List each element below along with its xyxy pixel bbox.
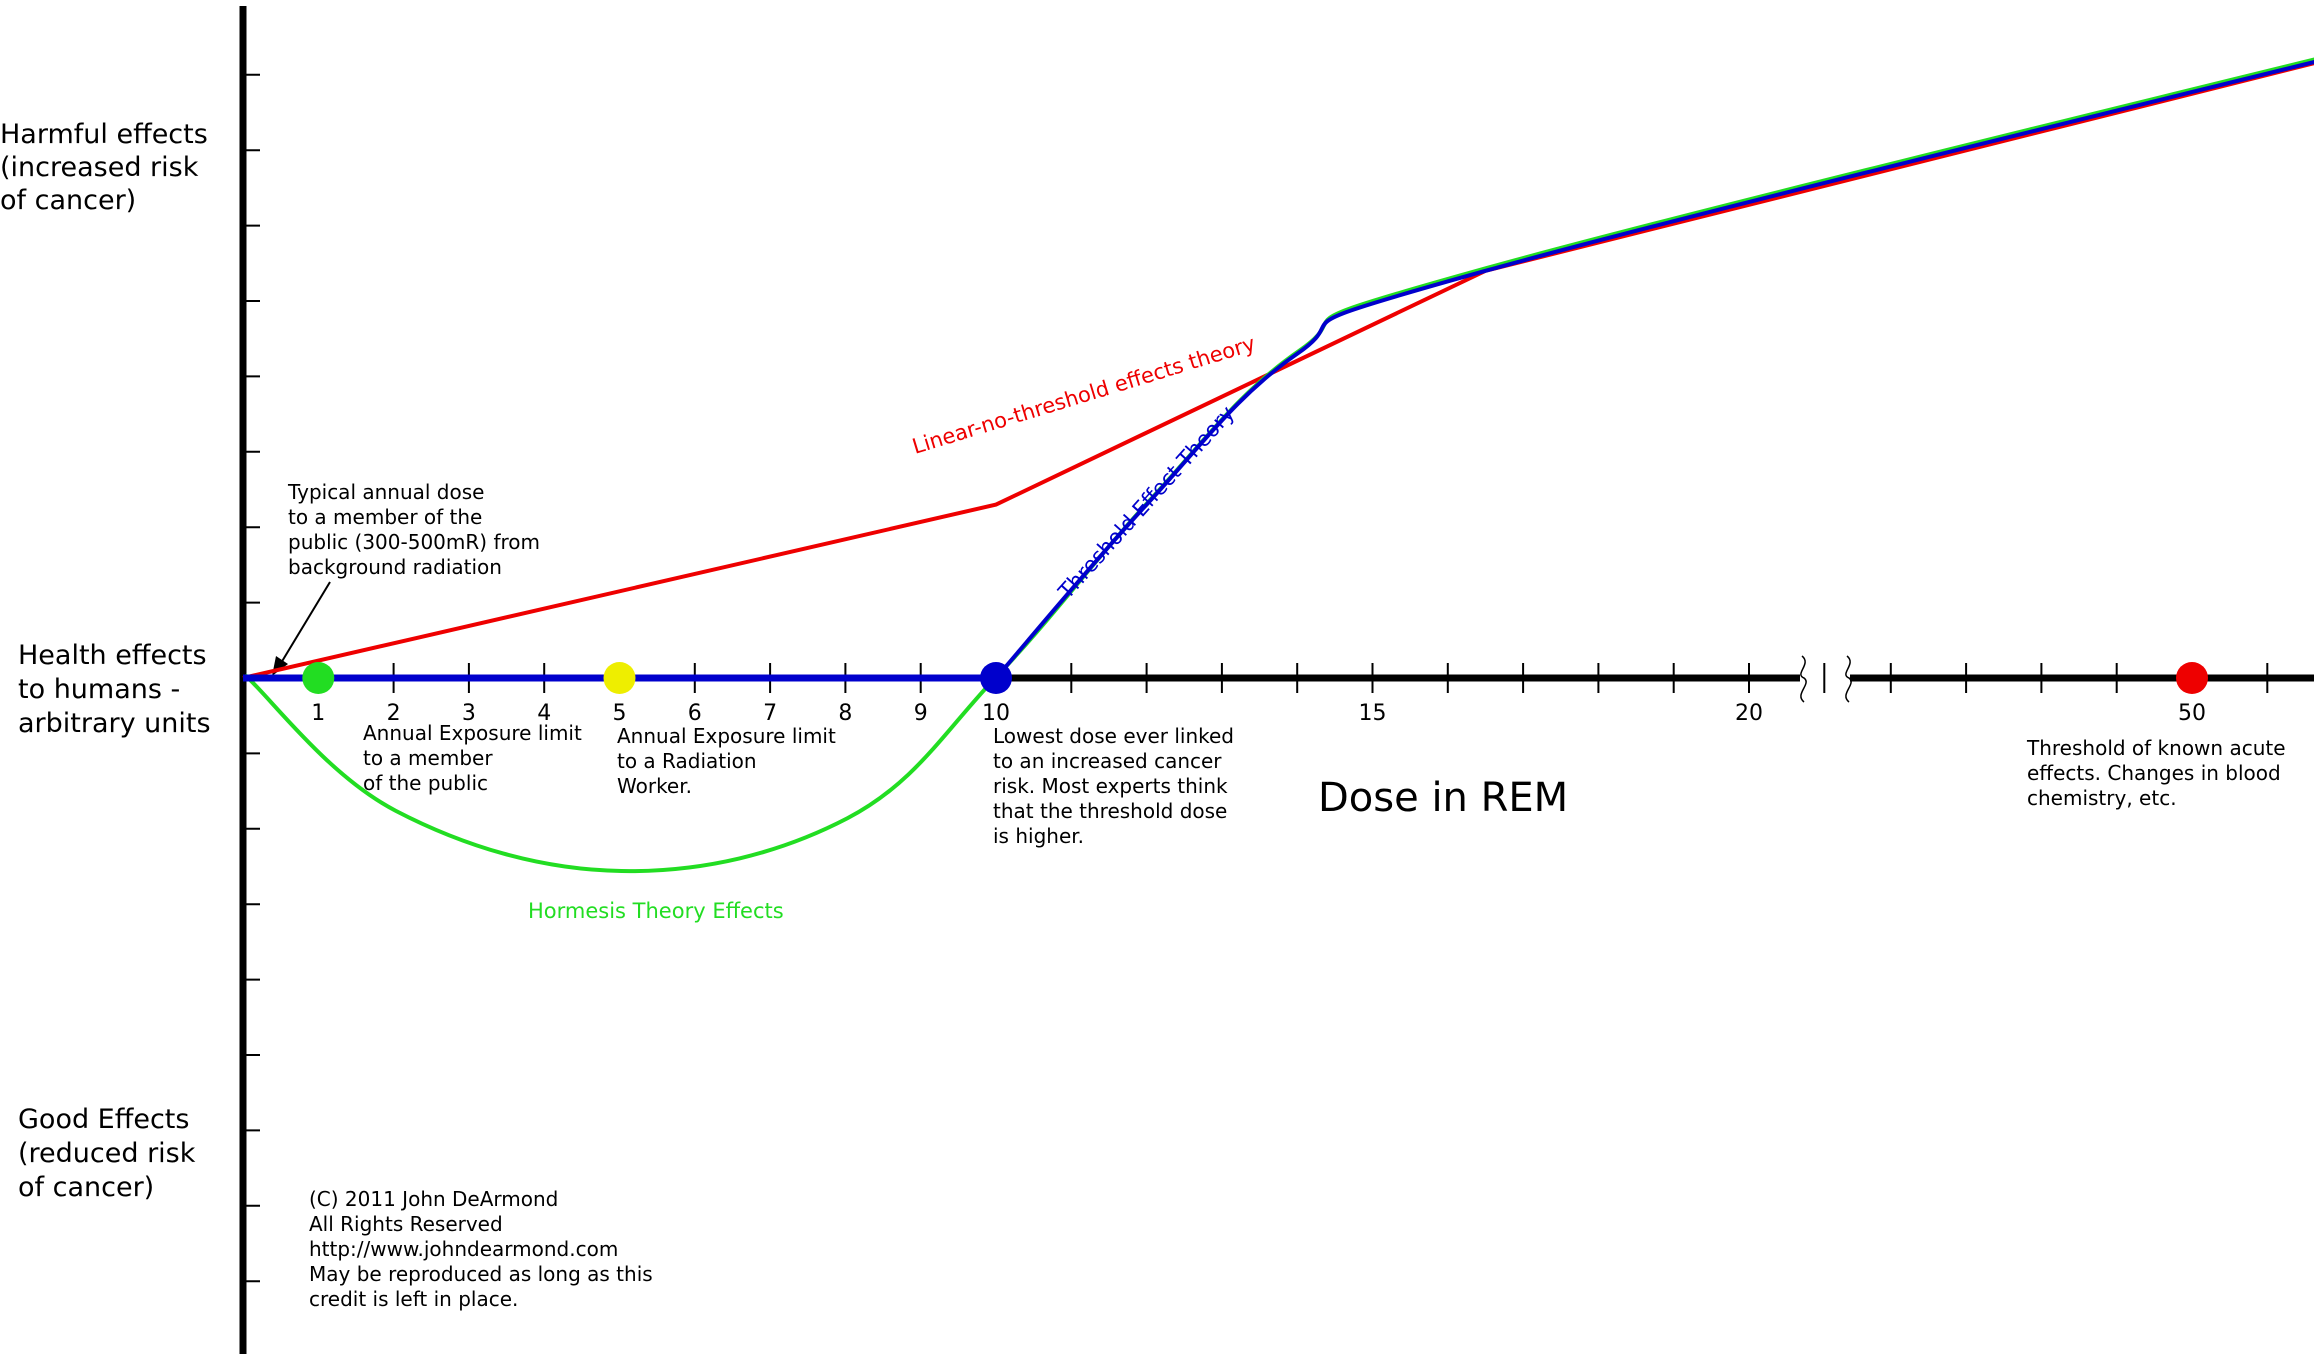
annotation-arrow-head [272,656,288,676]
credit-text: http://www.johndearmond.com [309,1237,618,1261]
y-label-health: arbitrary units [18,708,211,739]
x-tick-label: 15 [1359,701,1387,726]
x-tick-label: 6 [688,701,702,726]
x-tick-label: 2 [387,701,401,726]
dose-marker [603,662,636,694]
dose-marker [2176,662,2208,694]
series-line-linear-no-threshold [242,61,2314,680]
background-dose-annotation: Typical annual dose [287,480,484,504]
y-label-good: of cancer) [18,1172,154,1203]
marker-annotation: Threshold of known acute [2026,736,2286,760]
marker-annotation: of the public [363,771,488,795]
credit-text: (C) 2011 John DeArmond [309,1187,558,1211]
x-tick-label: 4 [537,701,551,726]
y-label-health: Health effects [18,640,207,671]
y-label-harmful: Harmful effects [0,119,208,150]
y-label-harmful: (increased risk [0,152,199,183]
y-label-health: to humans - [18,674,180,705]
x-tick-label-far: 50 [2178,701,2206,726]
y-label-harmful: of cancer) [0,185,136,216]
axis-break-mark [1845,655,1852,703]
background-dose-annotation: public (300-500mR) from [288,530,540,554]
background-dose-annotation: background radiation [288,555,502,579]
marker-annotation: Lowest dose ever linked [993,724,1234,748]
marker-annotation: Worker. [617,774,692,798]
marker-annotation: Annual Exposure limit [617,724,836,748]
marker-annotation: that the threshold dose [993,799,1227,823]
y-label-good: Good Effects [18,1104,189,1135]
marker-annotation: to an increased cancer [993,749,1222,773]
marker-annotation: chemistry, etc. [2027,786,2177,810]
dose-marker [302,662,335,694]
x-tick-label: 8 [838,701,852,726]
x-tick-label: 1 [311,701,325,726]
series-line-threshold [994,60,2314,680]
x-tick-label: 20 [1735,701,1763,726]
marker-annotation: risk. Most experts think [993,774,1228,798]
credit-text: All Rights Reserved [309,1212,503,1236]
y-label-good: (reduced risk [18,1138,196,1169]
x-tick-label: 9 [914,701,928,726]
marker-points [302,662,2208,694]
series-label-hormesis: Hormesis Theory Effects [528,899,784,923]
credit-text: May be reproduced as long as this [309,1262,653,1286]
axis-break-mark [1800,655,1807,703]
x-tick-label: 3 [462,701,476,726]
x-tick-label: 10 [982,701,1010,726]
marker-annotation: to a Radiation [617,749,757,773]
background-dose-annotation: to a member of the [288,505,482,529]
annotation-arrow-line [277,581,331,669]
x-axis-title: Dose in REM [1318,775,1568,821]
marker-annotation: effects. Changes in blood [2027,761,2281,785]
marker-annotation: to a member [363,746,493,770]
x-tick-label: 5 [613,701,627,726]
marker-annotation: Annual Exposure limit [363,721,582,745]
x-tick-label: 7 [763,701,777,726]
dose-marker [980,662,1012,694]
credit-text: credit is left in place. [309,1287,518,1311]
marker-annotation: is higher. [993,824,1084,848]
